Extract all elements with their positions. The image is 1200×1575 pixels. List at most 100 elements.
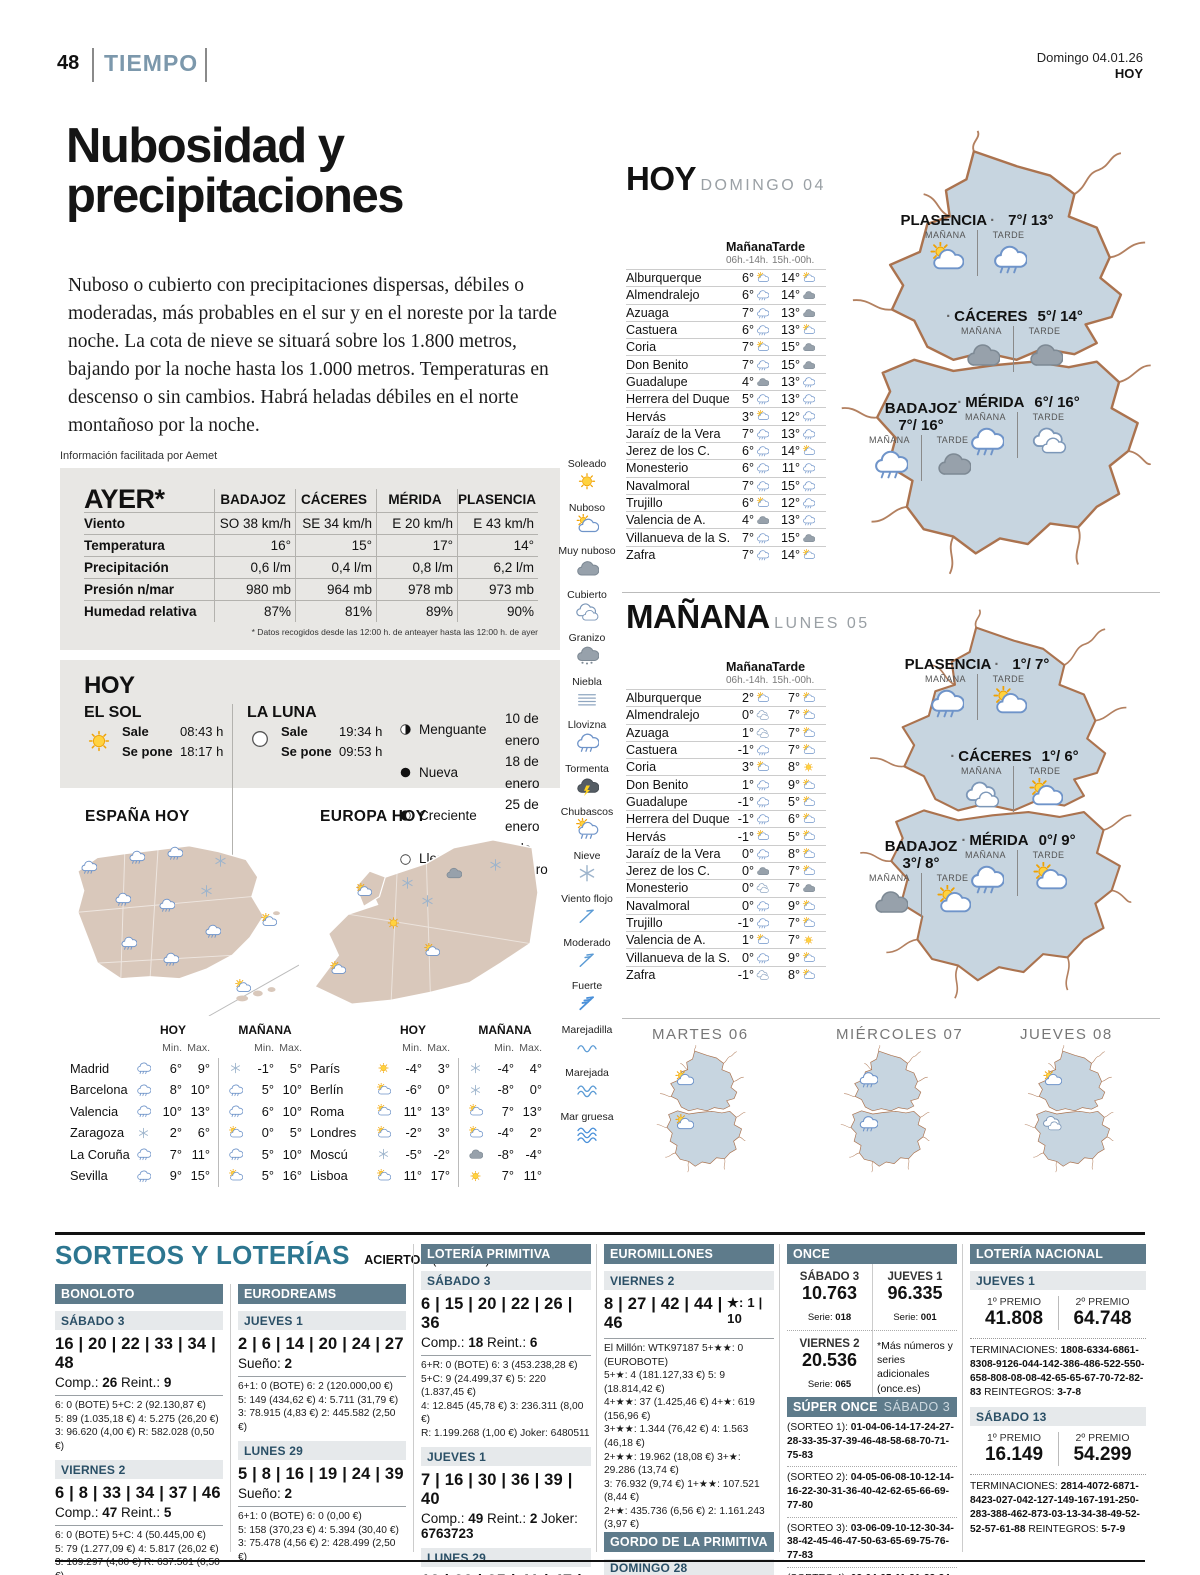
partly-icon — [802, 323, 815, 334]
forecast-city-row: Trujillo -1° 7° — [626, 913, 826, 931]
temp-manana: -1° — [737, 812, 754, 827]
partly-icon — [377, 1082, 391, 1095]
city-name: París — [310, 1060, 340, 1076]
city-name: Jaraíz de la Vera — [626, 846, 721, 861]
draw-day: SÁBADO 3 — [799, 1271, 860, 1283]
draw-prizes: El Millón: WTK97187 5+★★: 0 (EUROBOTE) 5+… — [604, 1338, 774, 1532]
city-name: Hervás — [626, 409, 666, 424]
rain-icon — [115, 892, 131, 906]
cloud-icon — [577, 561, 599, 576]
sun-icon — [387, 917, 400, 929]
draw-numbers: 6 | 15 | 20 | 22 | 26 | 36 — [421, 1295, 573, 1332]
temp-manana: 0° — [741, 898, 754, 913]
prize-line: 5: 79 (1.277,09 €) 4: 5.817 (26,02 €) — [55, 1543, 219, 1555]
map-city-plasencia: PLASENCIA · 7°/ 13° MAÑANA TARDE — [887, 212, 1067, 276]
temp-tarde: 12° — [780, 496, 800, 510]
rain-icon — [137, 1063, 151, 1075]
temp-tarde: 7° — [787, 725, 800, 740]
temp-tarde: 13° — [780, 392, 800, 407]
prize-line: 5: 89 (1.035,18 €) 4: 5.275 (26,20 €) — [55, 1413, 219, 1425]
temp-tarde: 12° — [780, 409, 800, 424]
legend-item: Muy nuboso — [552, 545, 622, 580]
day-label: MIÉRCOLES 07 — [836, 1026, 964, 1043]
temp-manana: 0° — [741, 846, 754, 861]
lottery-game-header: EUROMILLONES — [604, 1244, 774, 1264]
rain-icon — [229, 1084, 243, 1097]
map-weather-icon — [204, 922, 221, 940]
ayer-row-label: Presión n/mar — [84, 582, 175, 597]
extremadura-map-shape — [1024, 1045, 1114, 1173]
temp-tarde: 9° — [787, 777, 800, 792]
ayer-value: 0,4 l/m — [295, 557, 376, 578]
forecast-col-hours: 06h.-14h. 15h.-00h. — [626, 675, 826, 689]
snow-icon — [138, 1127, 149, 1139]
temp-tarde: 5° — [787, 794, 800, 809]
legend-item: Viento flojo — [552, 893, 622, 928]
forecast-city-row: Jerez de los C. 0° 7° — [626, 861, 826, 879]
moon-creciente-icon — [400, 810, 411, 822]
city-marker-dot: · — [957, 394, 963, 411]
rain-icon — [163, 952, 179, 966]
moon-phase-date: 18 de enero — [505, 754, 540, 791]
prize-label: 1º PREMIO — [986, 1432, 1041, 1445]
rain-icon — [205, 924, 221, 938]
map-weather-icon — [260, 912, 277, 930]
moon-llena-icon — [400, 853, 411, 865]
draw-day: VIERNES 2 — [799, 1338, 860, 1350]
partly-icon — [576, 513, 599, 532]
ayer-value: SO 38 km/h — [214, 513, 295, 534]
prize-line: 3+★★: 1.344 (76,42 €) 4: 1.563 (46,18 €) — [604, 1424, 749, 1449]
legend-item: Llovizna — [552, 719, 622, 754]
partly-icon — [756, 934, 769, 945]
rain-icon — [757, 901, 769, 911]
europa-table-sub: Min. Max. Min. Max. — [402, 1042, 542, 1055]
map-city-temps: 0°/ 9° — [1038, 832, 1076, 849]
forecast-hoy-subtitle: DOMINGO 04 — [700, 177, 826, 194]
moon-rise-time: 19:34 h — [339, 724, 383, 739]
forecast-city-row: Guadalupe -1° 5° — [626, 792, 826, 810]
prize-line: 2+★★: 19.962 (18,08 €) 3+★: 29.286 (13,7… — [604, 1451, 741, 1477]
rain-icon — [803, 515, 815, 526]
col-tarde: Tarde — [772, 240, 806, 254]
legend-item: Marejadilla — [552, 1024, 622, 1059]
legend-label: Fuerte — [571, 980, 603, 992]
draw-prizes: 6+1: 0 (BOTE) 6: 0 (0,00 €) 5: 158 (370,2… — [238, 1506, 406, 1564]
legend-label: Niebla — [572, 675, 602, 688]
legend-label: Muy nuboso — [558, 545, 616, 557]
cloud-icon — [966, 344, 1000, 366]
legend-label: Granizo — [568, 632, 606, 644]
temp-manana: 6° — [741, 496, 754, 510]
snow-icon — [215, 854, 226, 867]
city-row: Sevilla 9° 15° 5° 16° — [70, 1165, 310, 1187]
temp-manana: 0° — [741, 864, 754, 879]
rain-icon — [137, 1084, 151, 1097]
cloud-icon — [1029, 344, 1063, 366]
map-city-mrida: · MÉRIDA 6°/ 16° MAÑANA TARDE — [927, 394, 1107, 458]
prize-number: 16.149 — [984, 1444, 1044, 1466]
rain-icon — [159, 898, 175, 912]
prize-line: El Millón: WTK97187 5+★★: 0 (EUROBOTE) — [604, 1343, 744, 1368]
temp-manana: 7° — [741, 357, 754, 372]
forecast-city-row: Trujillo 6° 12° — [626, 493, 826, 511]
forecast-city-row: Villanueva de la S. 7° 15° — [626, 528, 826, 545]
forecast-city-row: Jaraíz de la Vera 7° 13° — [626, 424, 826, 442]
ayer-value: 81% — [295, 601, 376, 622]
weather-legend: Soleado Nuboso Muy nuboso Cubierto Granizo Ni… — [552, 458, 622, 1154]
legend-item: Cubierto — [552, 589, 622, 624]
city-name: Herrera del Duque — [626, 392, 730, 407]
map-sub-manana: MAÑANA — [869, 873, 910, 883]
prize-line: 6: 0 (BOTE) 5+C: 2 (92.130,87 €) — [55, 1400, 206, 1411]
draw-extra: Comp.: 49 Reint.: 2 Joker: 6763723 — [421, 1511, 578, 1542]
temp-tarde: 15° — [780, 478, 800, 493]
draw-numbers: 16 | 20 | 22 | 33 | 34 | 48 — [55, 1335, 216, 1372]
city-name: Moscú — [310, 1146, 348, 1162]
sun-block: EL SOL Sale 08:43 h Se pone 18:17 h — [84, 704, 232, 881]
temp-manana: 6° — [741, 444, 754, 459]
snow-icon — [470, 1063, 481, 1074]
lottery-col-primitiva: LOTERÍA PRIMITIVA SÁBADO 3 6 | 15 | 20 | 2… — [421, 1244, 591, 1575]
moon-title: LA LUNA — [247, 704, 317, 721]
prize-line: 3: 109.297 (4,00 €) R: 637.501 (0,50 €) — [55, 1557, 220, 1575]
sun-icon — [578, 473, 596, 490]
moon-set-label: Se pone — [281, 743, 332, 759]
prize-line: 3: 78.915 (4,83 €) 2: 445.582 (2,50 €) — [238, 1408, 396, 1433]
